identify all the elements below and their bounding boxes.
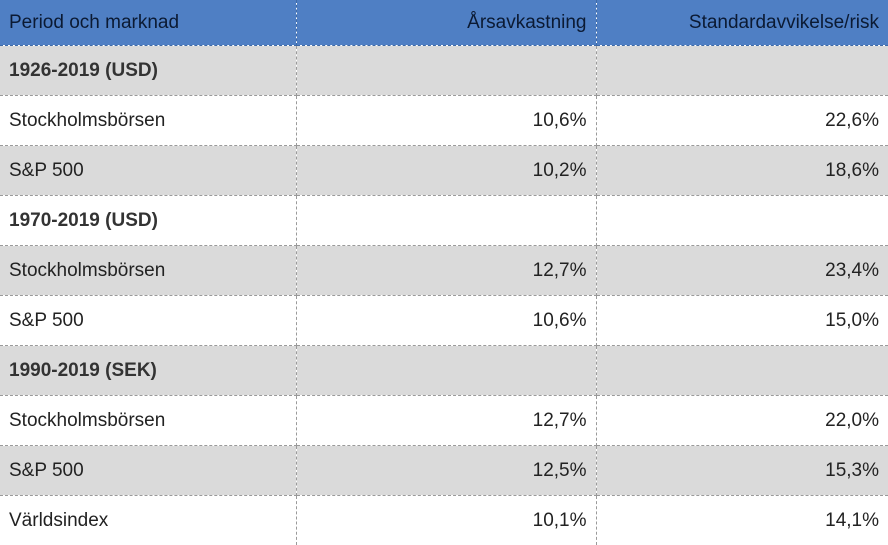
table-row: S&P 500 10,6% 15,0% xyxy=(0,296,888,346)
risk-cell xyxy=(596,46,888,96)
period-label: 1990-2019 (SEK) xyxy=(0,346,296,396)
return-cell: 10,2% xyxy=(296,146,596,196)
period-label: 1970-2019 (USD) xyxy=(0,196,296,246)
risk-cell: 23,4% xyxy=(596,246,888,296)
market-label: S&P 500 xyxy=(0,446,296,496)
header-row: Period och marknad Årsavkastning Standar… xyxy=(0,0,888,46)
return-cell: 10,6% xyxy=(296,296,596,346)
risk-cell: 22,0% xyxy=(596,396,888,446)
return-cell: 12,5% xyxy=(296,446,596,496)
risk-cell xyxy=(596,196,888,246)
market-label: Stockholmsbörsen xyxy=(0,396,296,446)
table-row: Världsindex 10,1% 14,1% xyxy=(0,496,888,545)
market-label: Stockholmsbörsen xyxy=(0,96,296,146)
return-cell xyxy=(296,346,596,396)
period-row: 1990-2019 (SEK) xyxy=(0,346,888,396)
market-label: S&P 500 xyxy=(0,296,296,346)
table-body: 1926-2019 (USD) Stockholmsbörsen 10,6% 2… xyxy=(0,46,888,545)
header-std-deviation: Standardavvikelse/risk xyxy=(596,0,888,46)
table-row: Stockholmsbörsen 10,6% 22,6% xyxy=(0,96,888,146)
risk-cell: 15,0% xyxy=(596,296,888,346)
return-cell xyxy=(296,46,596,96)
return-cell: 12,7% xyxy=(296,246,596,296)
period-label: 1926-2019 (USD) xyxy=(0,46,296,96)
return-cell: 10,1% xyxy=(296,496,596,545)
market-label: Världsindex xyxy=(0,496,296,545)
return-cell: 12,7% xyxy=(296,396,596,446)
return-cell xyxy=(296,196,596,246)
risk-cell: 22,6% xyxy=(596,96,888,146)
period-row: 1970-2019 (USD) xyxy=(0,196,888,246)
table-header: Period och marknad Årsavkastning Standar… xyxy=(0,0,888,46)
table-row: Stockholmsbörsen 12,7% 22,0% xyxy=(0,396,888,446)
table-row: Stockholmsbörsen 12,7% 23,4% xyxy=(0,246,888,296)
risk-cell: 14,1% xyxy=(596,496,888,545)
market-label: S&P 500 xyxy=(0,146,296,196)
return-cell: 10,6% xyxy=(296,96,596,146)
period-row: 1926-2019 (USD) xyxy=(0,46,888,96)
table-row: S&P 500 12,5% 15,3% xyxy=(0,446,888,496)
header-period-market: Period och marknad xyxy=(0,0,296,46)
market-label: Stockholmsbörsen xyxy=(0,246,296,296)
risk-cell: 15,3% xyxy=(596,446,888,496)
table-row: S&P 500 10,2% 18,6% xyxy=(0,146,888,196)
risk-cell: 18,6% xyxy=(596,146,888,196)
risk-cell xyxy=(596,346,888,396)
header-annual-return: Årsavkastning xyxy=(296,0,596,46)
